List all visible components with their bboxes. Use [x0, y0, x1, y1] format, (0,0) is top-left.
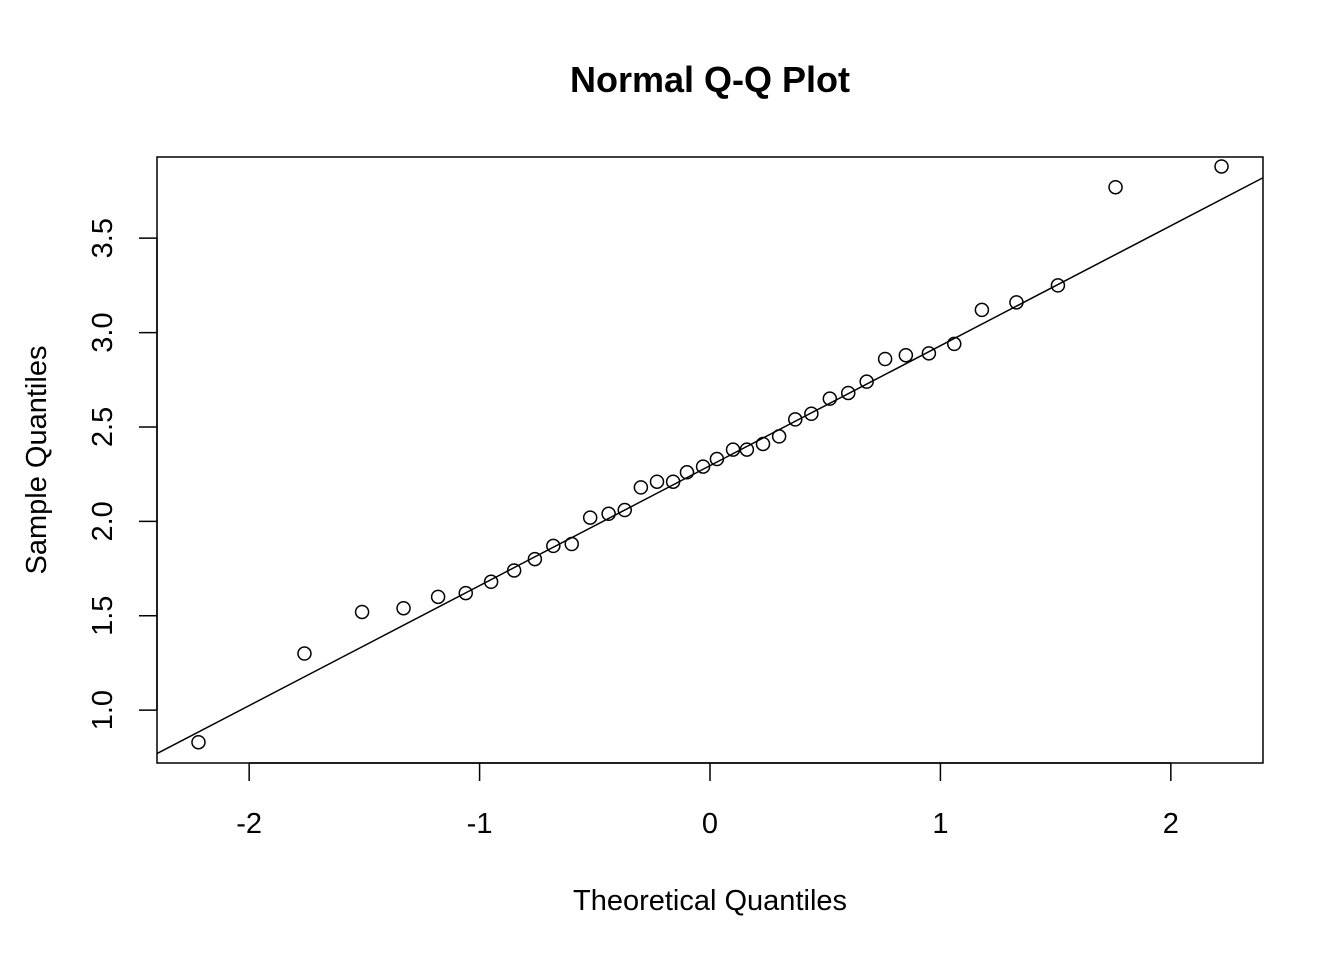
- x-tick-label: -1: [467, 808, 493, 840]
- x-tick-label: 0: [702, 808, 718, 840]
- y-tick-label: 1.0: [87, 690, 119, 730]
- data-point: [665, 474, 681, 489]
- data-point: [506, 563, 522, 578]
- data-point: [564, 536, 579, 552]
- data-point: [679, 465, 695, 480]
- data-point: [546, 538, 561, 554]
- y-tick-label: 3.5: [87, 218, 119, 258]
- data-point: [695, 459, 711, 474]
- data-point: [739, 442, 755, 457]
- data-point: [788, 412, 803, 427]
- data-point: [921, 346, 937, 361]
- data-point: [649, 474, 665, 489]
- y-axis-label: Sample Quantiles: [21, 346, 53, 575]
- data-point: [1214, 159, 1229, 174]
- data-point: [1108, 179, 1123, 195]
- data-point: [804, 406, 819, 421]
- data-point: [527, 551, 543, 567]
- data-point: [822, 391, 838, 406]
- data-point: [458, 585, 474, 601]
- y-tick-label: 2.5: [87, 407, 119, 447]
- data-point: [430, 589, 446, 605]
- data-point: [898, 347, 914, 363]
- y-tick-label: 2.0: [87, 501, 119, 541]
- data-point: [859, 374, 874, 389]
- x-axis-label: Theoretical Quantiles: [573, 885, 847, 917]
- y-tick-label: 3.0: [87, 312, 119, 352]
- data-point: [354, 604, 370, 620]
- data-point: [974, 302, 990, 318]
- x-tick-label: 1: [932, 808, 948, 840]
- data-point: [1050, 278, 1066, 293]
- data-point: [841, 385, 856, 401]
- data-point: [709, 451, 725, 467]
- x-tick-label: -2: [236, 808, 262, 840]
- x-tick-label: 2: [1163, 808, 1179, 840]
- data-point: [601, 506, 616, 522]
- data-point: [191, 734, 206, 750]
- data-point: [755, 436, 771, 452]
- data-point: [633, 480, 649, 495]
- data-point: [582, 510, 598, 525]
- data-point: [1009, 295, 1024, 310]
- chart-title: Normal Q-Q Plot: [570, 59, 850, 100]
- points-layer: [191, 159, 1229, 750]
- data-point: [483, 574, 499, 590]
- data-point: [771, 429, 787, 444]
- data-point: [617, 502, 632, 518]
- y-tick-label: 1.5: [87, 596, 119, 636]
- data-point: [946, 336, 962, 352]
- data-point: [877, 351, 893, 367]
- data-point: [725, 442, 741, 457]
- data-point: [396, 600, 411, 616]
- y-axis: 1.0 1.5 2.0 2.5 3.0 3.5: [87, 218, 158, 730]
- x-axis: -2 -1 0 1 2: [236, 762, 1179, 840]
- data-point: [297, 646, 312, 661]
